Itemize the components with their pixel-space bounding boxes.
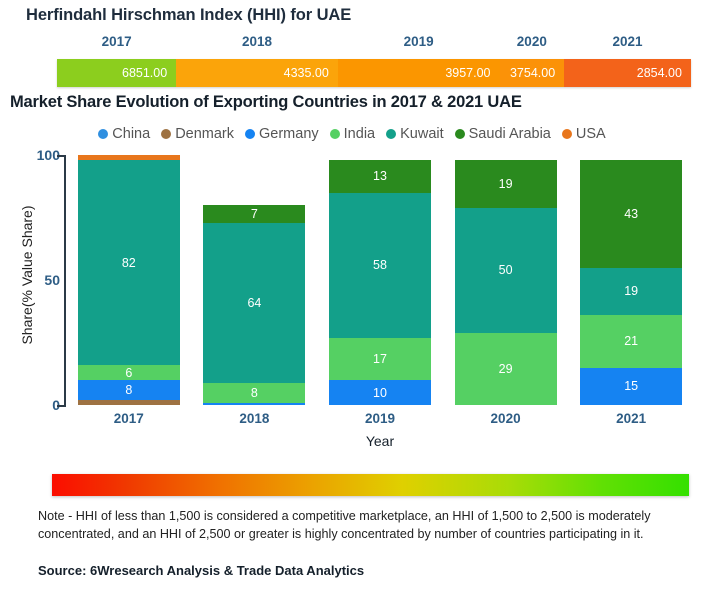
legend-label: India <box>343 126 376 142</box>
bar-stack: 15 21 19 43 <box>580 160 683 405</box>
bar-column-2019: 10 17 58 13 <box>317 155 443 405</box>
bar-segment-germany-2017[interactable]: 8 <box>77 380 180 400</box>
legend-item-denmark[interactable]: Denmark <box>161 126 234 142</box>
bar-segment-saudi-arabia-2020[interactable]: 19 <box>454 160 557 208</box>
chart-legend: China Denmark Germany India Kuwait Saudi Arab… <box>0 126 704 142</box>
x-tick-2019: 2019 <box>364 411 395 426</box>
legend-swatch-icon <box>561 129 572 139</box>
footnote-text: Note - HHI of less than 1,500 is conside… <box>38 509 651 541</box>
bar-segment-germany-2021[interactable]: 15 <box>580 367 683 405</box>
bar-segment-india-2021[interactable]: 21 <box>580 315 683 368</box>
hhi-year-label-2020: 2020 <box>516 34 547 49</box>
legend-swatch-icon <box>245 129 256 139</box>
bar-segment-kuwait-2019[interactable]: 58 <box>328 192 431 338</box>
bar-stack: 10 17 58 13 <box>328 160 431 405</box>
y-axis-bottom-cap <box>57 405 66 407</box>
bar-stack: 8 6 82 <box>77 155 180 405</box>
bar-segment-germany-2019[interactable]: 10 <box>328 380 431 405</box>
hhi-value-2017: 6851.00 <box>57 59 177 87</box>
legend-label: Germany <box>259 126 319 142</box>
hhi-year-label-2019: 2019 <box>403 34 434 49</box>
legend-item-usa[interactable]: USA <box>561 126 606 142</box>
hhi-value-bar: 6851.00 4335.00 3957.00 3754.00 2854.00 <box>57 59 691 87</box>
legend-swatch-icon <box>161 129 172 139</box>
legend-item-india[interactable]: India <box>329 126 376 142</box>
x-tick-2020: 2020 <box>490 411 521 426</box>
chart-title: Market Share Evolution of Exporting Coun… <box>10 93 522 111</box>
legend-label: Kuwait <box>400 126 444 142</box>
legend-label: USA <box>575 126 606 142</box>
legend-item-china[interactable]: China <box>98 126 150 142</box>
hhi-year-label-2021: 2021 <box>612 34 643 49</box>
hhi-value-2018: 4335.00 <box>176 59 338 87</box>
bar-column-2020: 29 50 19 <box>443 155 569 405</box>
bar-segment-usa-2017[interactable] <box>77 155 180 160</box>
hhi-title: Herfindahl Hirschman Index (HHI) for UAE <box>26 6 352 24</box>
legend-item-kuwait[interactable]: Kuwait <box>386 126 444 142</box>
hhi-year-label-2017: 2017 <box>101 34 132 49</box>
bar-segment-india-2020[interactable]: 29 <box>454 332 557 405</box>
x-tick-2017: 2017 <box>113 411 144 426</box>
bar-segment-denmark-2017[interactable] <box>77 400 180 405</box>
y-tick-0: 0 <box>52 397 60 413</box>
hhi-value-2019: 3957.00 <box>337 59 500 87</box>
y-axis-line <box>64 155 66 407</box>
bar-columns: 8 6 82 8 64 7 10 17 58 13 29 50 19 15 21 19 43 <box>66 155 694 405</box>
concentration-gradient-scale <box>52 474 689 496</box>
hhi-year-header-row: 2017 2018 2019 2020 2021 <box>57 34 691 49</box>
bar-segment-saudi-arabia-2018[interactable]: 7 <box>203 205 306 223</box>
y-tick-100: 100 <box>36 147 60 163</box>
x-axis-tick-labels: 2017 2018 2019 2020 2021 <box>66 411 694 426</box>
hhi-value-2020: 3754.00 <box>499 59 565 87</box>
legend-label: Denmark <box>175 126 235 142</box>
legend-swatch-icon <box>98 129 109 139</box>
bar-segment-kuwait-2020[interactable]: 50 <box>454 207 557 333</box>
bar-stack: 29 50 19 <box>454 160 557 405</box>
legend-label: China <box>112 126 151 142</box>
y-tick-50: 50 <box>44 272 60 288</box>
x-tick-2021: 2021 <box>616 411 647 426</box>
bar-segment-india-2019[interactable]: 17 <box>328 337 431 380</box>
bar-segment-kuwait-2017[interactable]: 82 <box>77 160 180 365</box>
legend-item-saudi-arabia[interactable]: Saudi Arabia <box>454 126 551 142</box>
hhi-year-label-2018: 2018 <box>241 34 273 49</box>
bar-stack: 8 64 7 <box>203 205 306 405</box>
source-text: Source: 6Wresearch Analysis & Trade Data… <box>38 563 365 578</box>
bar-segment-kuwait-2021[interactable]: 19 <box>580 267 683 315</box>
bar-column-2021: 15 21 19 43 <box>568 155 694 405</box>
bar-segment-saudi-arabia-2019[interactable]: 13 <box>328 160 431 193</box>
hhi-value-2021: 2854.00 <box>564 59 691 87</box>
bar-segment-germany-2018[interactable] <box>203 402 306 405</box>
legend-swatch-icon <box>329 129 340 139</box>
x-axis-title: Year <box>365 433 395 449</box>
bar-column-2018: 8 64 7 <box>192 155 318 405</box>
legend-label: Saudi Arabia <box>468 126 551 142</box>
y-axis-top-cap <box>57 155 66 157</box>
bar-segment-india-2017[interactable]: 6 <box>77 365 180 380</box>
plot-area: Share(% Value Share) 050100 868286471017… <box>0 147 704 449</box>
bar-segment-saudi-arabia-2021[interactable]: 43 <box>580 160 683 268</box>
bar-segment-india-2018[interactable]: 8 <box>203 382 306 403</box>
y-axis-ticks: 0 50 100 <box>16 147 60 413</box>
bar-column-2017: 8 6 82 <box>66 155 192 405</box>
legend-swatch-icon <box>454 129 465 139</box>
legend-item-germany[interactable]: Germany <box>245 126 319 142</box>
x-tick-2018: 2018 <box>239 411 270 426</box>
bar-segment-kuwait-2018[interactable]: 64 <box>203 222 306 383</box>
legend-swatch-icon <box>386 129 397 139</box>
